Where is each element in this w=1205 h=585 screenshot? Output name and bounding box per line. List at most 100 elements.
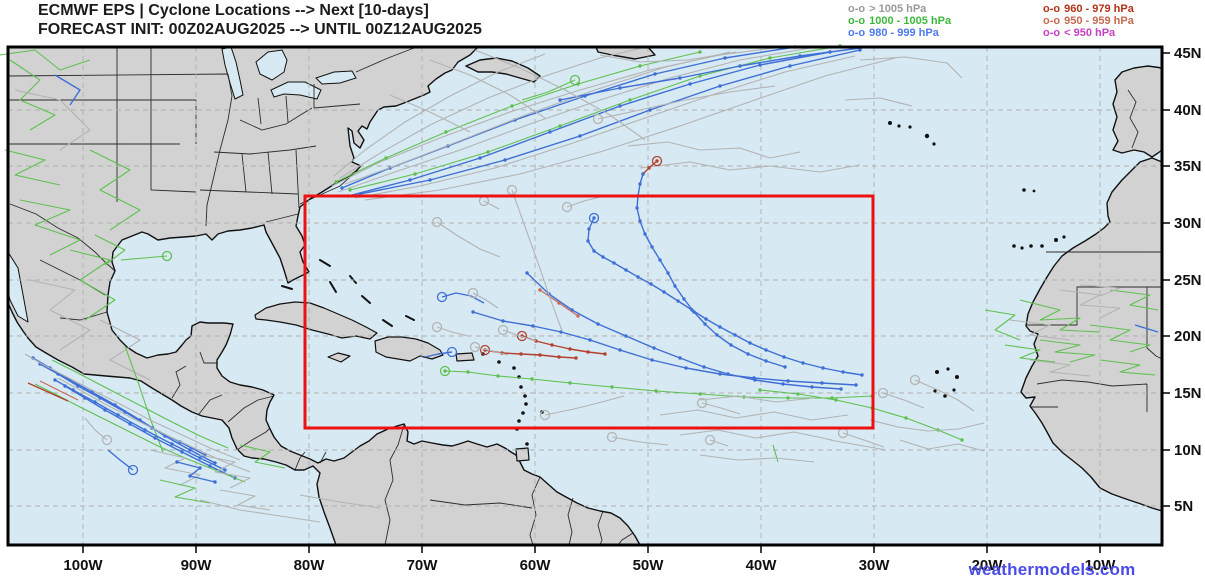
track-point [715, 333, 719, 337]
cyclone-track-green [1039, 339, 1096, 363]
great-lakes-group [221, 46, 357, 100]
track-point [153, 436, 157, 440]
cyclone-track-gray [84, 417, 108, 441]
cyclone-track-gray [709, 439, 729, 447]
y-tick-label: 25N [1174, 272, 1202, 289]
cyclone-track-gray [1009, 319, 1071, 341]
track-point [53, 378, 57, 382]
track-point [796, 392, 800, 396]
track-point [444, 130, 448, 134]
track-point [408, 178, 412, 182]
track-point [647, 166, 651, 170]
track-symbol: o-o [1043, 15, 1061, 27]
track-start-circle [588, 212, 600, 224]
legend-item: o-o 1000 - 1005 hPa [848, 15, 951, 27]
track-symbol: o-o [848, 15, 866, 27]
track-point [658, 258, 662, 262]
track-point [752, 376, 756, 380]
iberia-landmass [1112, 65, 1163, 158]
track-start-circle [516, 330, 528, 342]
cyclone-track-blue [107, 449, 134, 471]
legend-label: 960 - 979 hPa [1064, 3, 1134, 15]
track-point [781, 382, 785, 386]
track-start-circle [431, 321, 443, 333]
us-state-borders [7, 47, 415, 227]
track-point [559, 330, 563, 334]
x-tick-label: 40W [746, 557, 778, 574]
track-point [188, 474, 192, 478]
track-point [348, 188, 352, 192]
cyclone-track-gray [701, 402, 741, 415]
cyclone-track-gray [149, 449, 201, 486]
track-point [538, 288, 542, 292]
y-tick-label: 40N [1174, 102, 1202, 119]
x-tick-label: 100W [63, 557, 103, 574]
track-symbol: o-o [1043, 3, 1061, 15]
track-point [729, 343, 733, 347]
track-point [628, 98, 632, 102]
cyclone-track-salmon [39, 380, 79, 401]
track-point [519, 352, 523, 356]
cyclone-track-gray [679, 429, 833, 441]
track-point [678, 356, 682, 360]
cyclone-track-gray [29, 279, 91, 351]
cyclone-track-green [239, 444, 286, 469]
central-america-borders [171, 351, 327, 471]
track-point [558, 124, 562, 128]
track-point [650, 245, 654, 249]
track-point [208, 464, 212, 468]
cyclone-track-green [349, 45, 841, 191]
cyclone-track-green [521, 79, 576, 101]
x-tick-label: 30W [859, 557, 891, 574]
cyclone-track-gray [914, 379, 975, 412]
track-point [738, 64, 742, 68]
track-point [733, 333, 737, 337]
track-point [798, 54, 802, 58]
cyclone-track-gray [511, 189, 563, 332]
legend-column-low: o-o > 1005 hPa o-o 1000 - 1005 hPa o-o 980 … [848, 3, 951, 39]
cyclone-track-gray [199, 499, 321, 523]
track-point [653, 72, 657, 76]
track-point [340, 186, 344, 190]
track-start-circle [877, 387, 889, 399]
track-point [723, 56, 727, 60]
cyclone-track-green [1089, 324, 1151, 353]
track-point [592, 216, 596, 220]
track-point [704, 317, 708, 321]
track-point [768, 56, 772, 60]
cyclone-track-blue [176, 461, 216, 483]
track-point [688, 82, 692, 86]
track-point [788, 64, 792, 68]
track-point [143, 428, 147, 432]
track-point [618, 348, 622, 352]
track-point [698, 74, 702, 78]
track-point [612, 261, 616, 265]
track-point [557, 301, 561, 305]
track-point [703, 322, 707, 326]
cape-verde-islands [933, 367, 959, 398]
track-start-circle [431, 216, 443, 228]
track-point [618, 104, 622, 108]
track-start-circle [592, 113, 604, 125]
region-highlight-box [303, 194, 875, 430]
track-point [103, 408, 107, 412]
legend-label: 1000 - 1005 hPa [869, 15, 952, 27]
political-borders-group [7, 47, 1163, 546]
cyclone-track-gray [219, 489, 271, 511]
cyclone-track-gray [611, 436, 669, 446]
africa-borders [1026, 251, 1163, 412]
track-point [116, 413, 120, 417]
track-point [586, 239, 590, 243]
track-point [578, 134, 582, 138]
track-start-circle [439, 365, 451, 377]
cyclone-track-blue [1134, 324, 1159, 333]
canary-islands [1012, 235, 1066, 250]
watermark-text: weathermodels.com [968, 560, 1136, 579]
track-point [690, 308, 694, 312]
cyclone-track-gray [659, 409, 849, 421]
track-point [180, 450, 184, 454]
cyclone-track-green [9, 59, 56, 131]
x-tick-label: 90W [181, 557, 213, 574]
y-tick-label: 5N [1174, 498, 1193, 515]
